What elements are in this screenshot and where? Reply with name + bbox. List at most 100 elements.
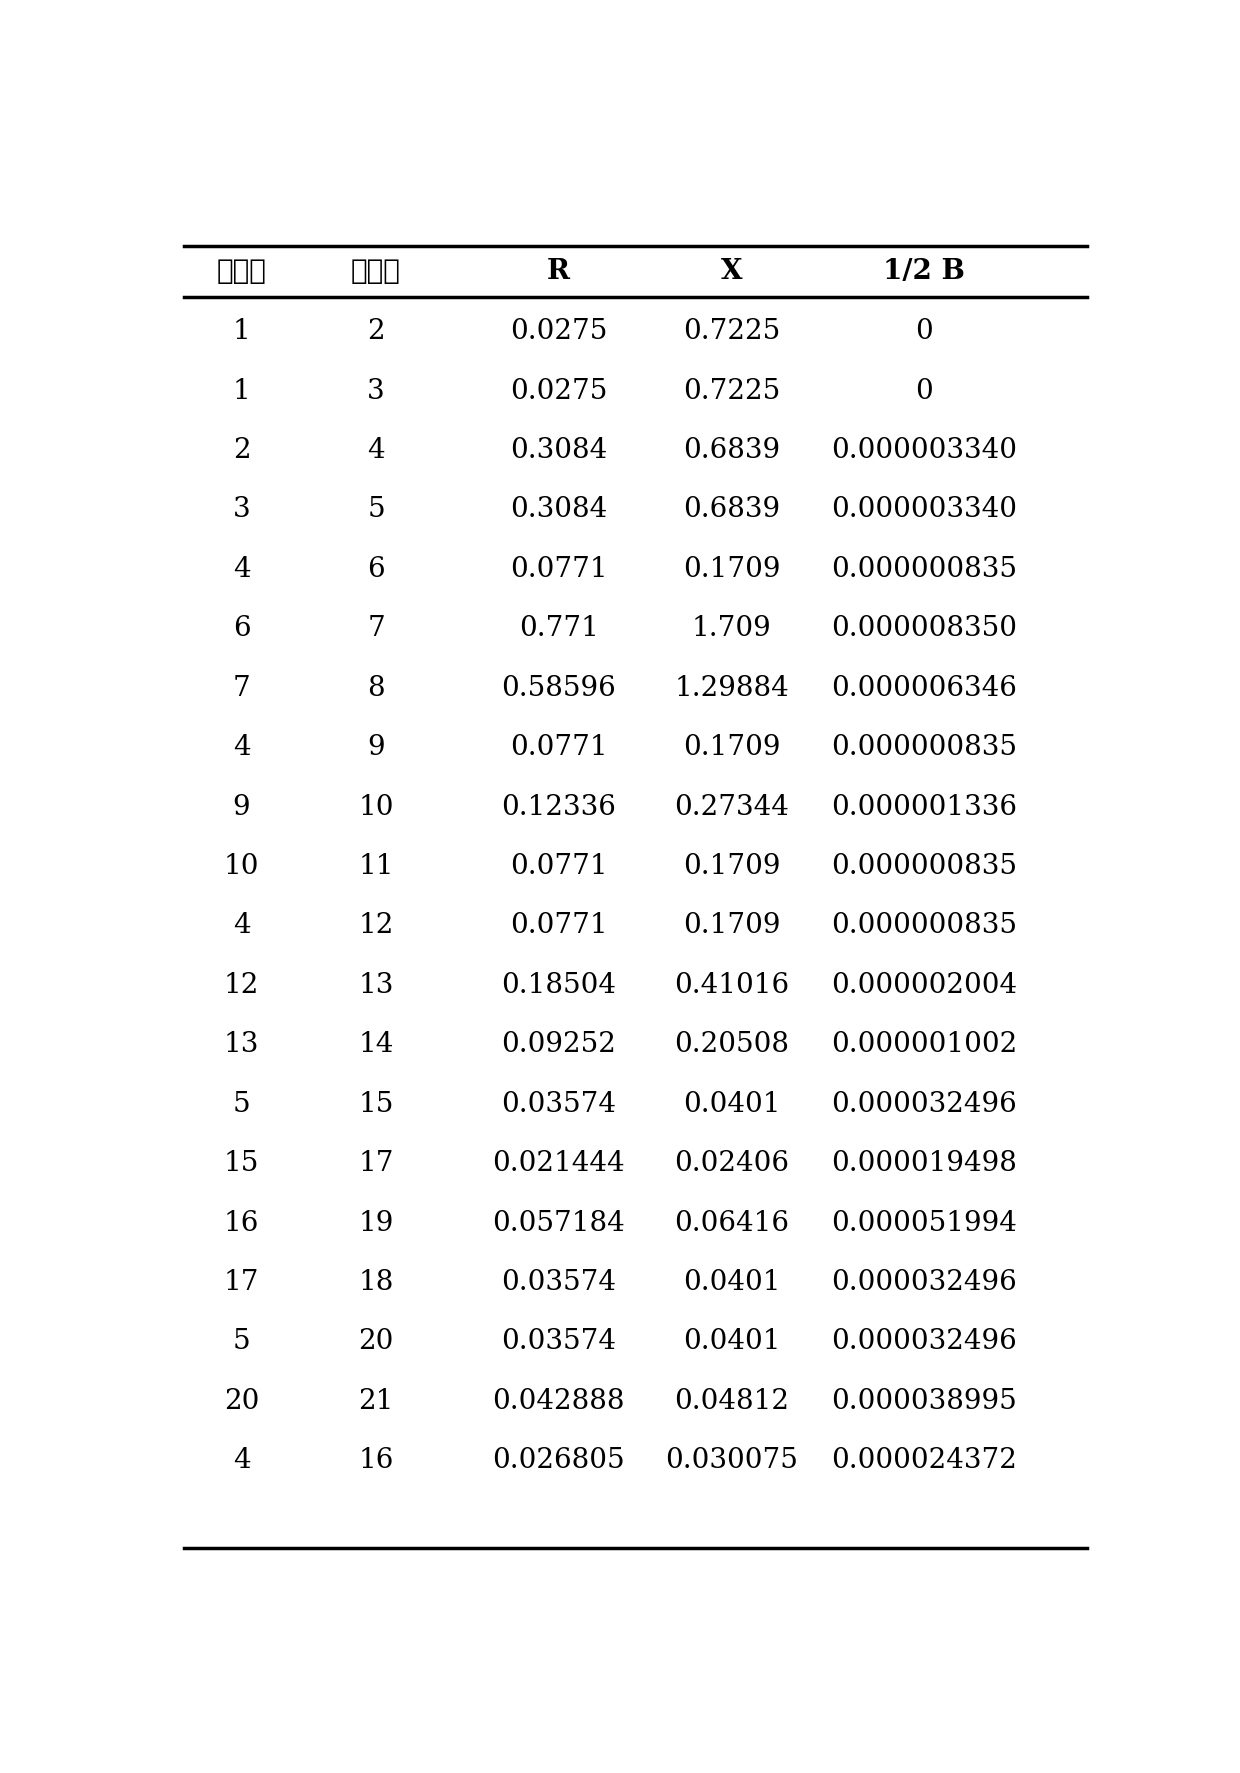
Text: 0.6839: 0.6839 — [683, 496, 780, 523]
Text: 0.04812: 0.04812 — [675, 1386, 789, 1415]
Text: 0.1709: 0.1709 — [683, 911, 780, 940]
Text: 0.27344: 0.27344 — [675, 793, 789, 821]
Text: 10: 10 — [358, 793, 394, 821]
Text: 16: 16 — [223, 1209, 259, 1236]
Text: 17: 17 — [358, 1149, 394, 1177]
Text: 0.026805: 0.026805 — [492, 1447, 625, 1473]
Text: 0: 0 — [915, 378, 932, 404]
Text: 0.7225: 0.7225 — [683, 317, 780, 346]
Text: 0.0401: 0.0401 — [683, 1268, 780, 1296]
Text: 10: 10 — [223, 853, 259, 879]
Text: 0.02406: 0.02406 — [675, 1149, 789, 1177]
Text: 0.000032496: 0.000032496 — [831, 1090, 1017, 1117]
Text: 0: 0 — [915, 317, 932, 346]
Text: 0.042888: 0.042888 — [492, 1386, 625, 1415]
Text: 0.000003340: 0.000003340 — [831, 496, 1017, 523]
Text: 11: 11 — [358, 853, 394, 879]
Text: 0.58596: 0.58596 — [501, 674, 616, 702]
Text: 0.000008350: 0.000008350 — [831, 615, 1017, 642]
Text: 0.000038995: 0.000038995 — [831, 1386, 1017, 1415]
Text: 0.0771: 0.0771 — [510, 911, 608, 940]
Text: 始节点: 始节点 — [217, 259, 267, 285]
Text: 9: 9 — [233, 793, 250, 821]
Text: 6: 6 — [367, 555, 384, 583]
Text: 16: 16 — [358, 1447, 394, 1473]
Text: 17: 17 — [223, 1268, 259, 1296]
Text: 4: 4 — [233, 555, 250, 583]
Text: 8: 8 — [367, 674, 384, 702]
Text: 0.3084: 0.3084 — [510, 496, 608, 523]
Text: 0.000001002: 0.000001002 — [831, 1030, 1017, 1058]
Text: 0.06416: 0.06416 — [675, 1209, 789, 1236]
Text: 14: 14 — [358, 1030, 394, 1058]
Text: 12: 12 — [358, 911, 394, 940]
Text: 0.0401: 0.0401 — [683, 1328, 780, 1355]
Text: 15: 15 — [223, 1149, 259, 1177]
Text: 1: 1 — [233, 317, 250, 346]
Text: 0.057184: 0.057184 — [492, 1209, 625, 1236]
Text: 0.000006346: 0.000006346 — [831, 674, 1017, 702]
Text: 0.000032496: 0.000032496 — [831, 1328, 1017, 1355]
Text: 0.000024372: 0.000024372 — [831, 1447, 1017, 1473]
Text: 19: 19 — [358, 1209, 394, 1236]
Text: 0.1709: 0.1709 — [683, 734, 780, 761]
Text: 2: 2 — [233, 436, 250, 465]
Text: 12: 12 — [223, 972, 259, 998]
Text: 9: 9 — [367, 734, 384, 761]
Text: 0.41016: 0.41016 — [675, 972, 789, 998]
Text: 4: 4 — [367, 436, 384, 465]
Text: 2: 2 — [367, 317, 384, 346]
Text: 0.6839: 0.6839 — [683, 436, 780, 465]
Text: 4: 4 — [233, 734, 250, 761]
Text: 0.000051994: 0.000051994 — [831, 1209, 1017, 1236]
Text: 4: 4 — [233, 911, 250, 940]
Text: 0.000019498: 0.000019498 — [831, 1149, 1017, 1177]
Text: 0.0401: 0.0401 — [683, 1090, 780, 1117]
Text: 0.09252: 0.09252 — [501, 1030, 616, 1058]
Text: 20: 20 — [358, 1328, 394, 1355]
Text: 0.000032496: 0.000032496 — [831, 1268, 1017, 1296]
Text: 1/2 B: 1/2 B — [883, 259, 965, 285]
Text: 21: 21 — [358, 1386, 394, 1415]
Text: 5: 5 — [233, 1328, 250, 1355]
Text: 0.1709: 0.1709 — [683, 555, 780, 583]
Text: 13: 13 — [223, 1030, 259, 1058]
Text: 0.7225: 0.7225 — [683, 378, 780, 404]
Text: 0.3084: 0.3084 — [510, 436, 608, 465]
Text: 0.000001336: 0.000001336 — [831, 793, 1017, 821]
Text: 3: 3 — [367, 378, 384, 404]
Text: 0.030075: 0.030075 — [665, 1447, 799, 1473]
Text: 13: 13 — [358, 972, 394, 998]
Text: 0.000000835: 0.000000835 — [831, 555, 1017, 583]
Text: 0.20508: 0.20508 — [675, 1030, 789, 1058]
Text: 0.000003340: 0.000003340 — [831, 436, 1017, 465]
Text: 0.000002004: 0.000002004 — [831, 972, 1017, 998]
Text: 6: 6 — [233, 615, 250, 642]
Text: 0.000000835: 0.000000835 — [831, 853, 1017, 879]
Text: 0.021444: 0.021444 — [492, 1149, 625, 1177]
Text: 15: 15 — [358, 1090, 394, 1117]
Text: 0.03574: 0.03574 — [501, 1268, 616, 1296]
Text: R: R — [547, 259, 570, 285]
Text: 0.0275: 0.0275 — [510, 317, 608, 346]
Text: 20: 20 — [223, 1386, 259, 1415]
Text: 0.000000835: 0.000000835 — [831, 734, 1017, 761]
Text: 1.29884: 1.29884 — [675, 674, 789, 702]
Text: 0.03574: 0.03574 — [501, 1328, 616, 1355]
Text: X: X — [720, 259, 743, 285]
Text: 0.18504: 0.18504 — [501, 972, 616, 998]
Text: 0.0771: 0.0771 — [510, 555, 608, 583]
Text: 0.0771: 0.0771 — [510, 853, 608, 879]
Text: 18: 18 — [358, 1268, 394, 1296]
Text: 0.000000835: 0.000000835 — [831, 911, 1017, 940]
Text: 4: 4 — [233, 1447, 250, 1473]
Text: 0.0771: 0.0771 — [510, 734, 608, 761]
Text: 1.709: 1.709 — [692, 615, 771, 642]
Text: 5: 5 — [367, 496, 384, 523]
Text: 3: 3 — [233, 496, 250, 523]
Text: 末节点: 末节点 — [351, 259, 401, 285]
Text: 0.1709: 0.1709 — [683, 853, 780, 879]
Text: 0.771: 0.771 — [518, 615, 599, 642]
Text: 0.0275: 0.0275 — [510, 378, 608, 404]
Text: 1: 1 — [233, 378, 250, 404]
